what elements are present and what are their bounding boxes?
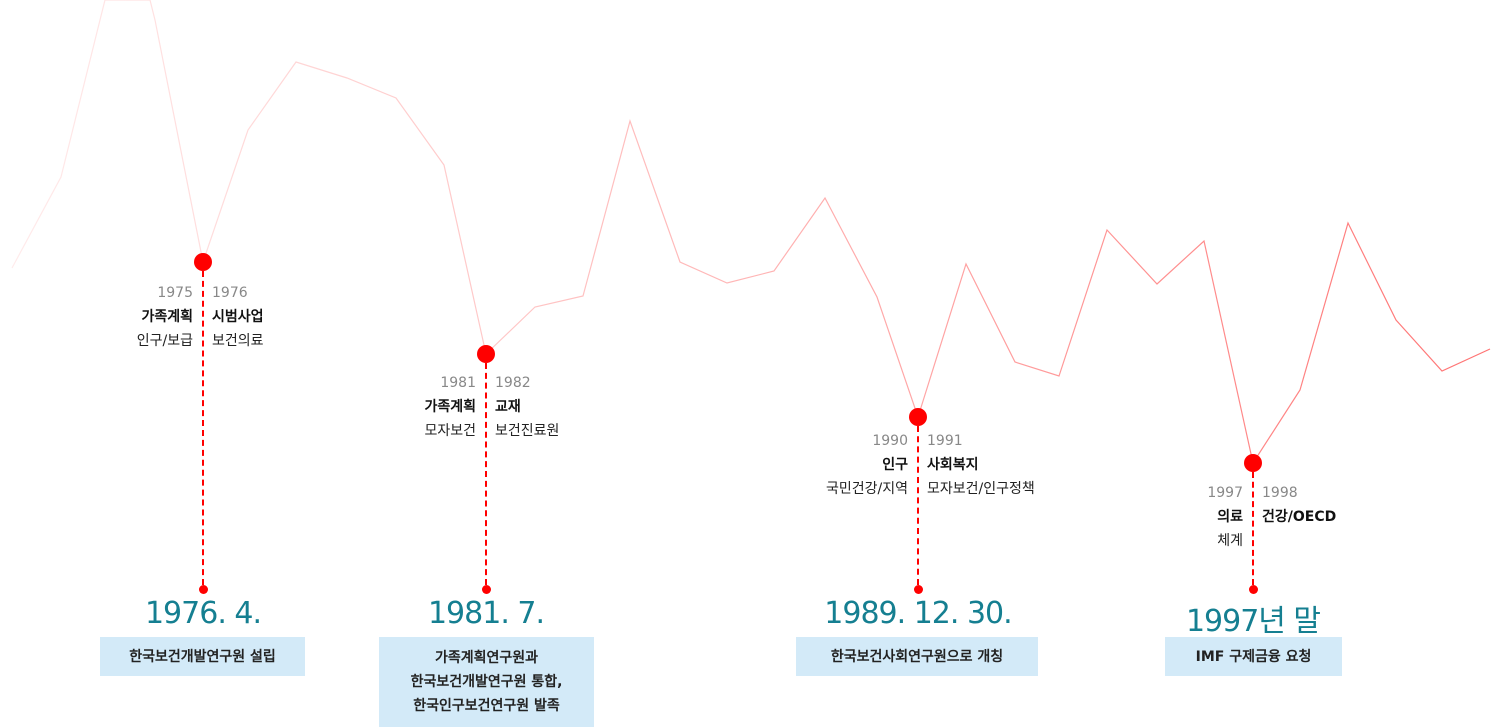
right-year: 1982 xyxy=(495,375,531,391)
right-info: 1982 교재 보건진료원 xyxy=(495,371,559,443)
left-keyword: 인구 xyxy=(882,457,908,473)
right-year: 1991 xyxy=(927,433,963,449)
left-year: 1990 xyxy=(872,433,908,449)
milestone-description: 한국보건사회연구원으로 개칭 xyxy=(796,637,1038,676)
bottom-dot xyxy=(1248,585,1258,594)
right-keyword: 시범사업 xyxy=(212,309,264,325)
right-keyword: 사회복지 xyxy=(927,457,979,473)
left-info: 1990 인구 국민건강/지역 xyxy=(826,429,908,501)
left-info: 1997 의료 체계 xyxy=(1207,481,1243,553)
left-sub: 모자보건 xyxy=(424,423,476,439)
milestone-dot xyxy=(194,253,212,271)
left-sub: 국민건강/지역 xyxy=(826,481,908,497)
left-sub: 체계 xyxy=(1217,533,1243,549)
milestone-date: 1989. 12. 30. xyxy=(824,596,1012,631)
right-sub: 보건의료 xyxy=(212,333,264,349)
right-info: 1991 사회복지 모자보건/인구정책 xyxy=(927,429,1035,501)
right-keyword: 건강/OECD xyxy=(1262,509,1337,525)
milestone-date: 1997년 말 xyxy=(1185,604,1321,639)
milestone-date: 1981. 7. xyxy=(427,596,545,631)
milestone-dot xyxy=(1244,454,1262,472)
right-info: 1976 시범사업 보건의료 xyxy=(212,281,264,353)
right-info: 1998 건강/OECD xyxy=(1262,481,1336,529)
bottom-dot xyxy=(198,585,208,594)
milestone-dot xyxy=(477,345,495,363)
left-year: 1981 xyxy=(440,375,476,391)
bottom-dot xyxy=(913,585,923,594)
right-sub: 모자보건/인구정책 xyxy=(927,481,1035,497)
bottom-dot xyxy=(481,585,491,594)
dashed-connector xyxy=(917,426,919,585)
left-keyword: 가족계획 xyxy=(424,399,476,415)
dashed-connector xyxy=(485,363,487,585)
left-sub: 인구/보급 xyxy=(136,333,193,349)
left-year: 1975 xyxy=(157,285,193,301)
left-keyword: 가족계획 xyxy=(141,309,193,325)
right-year: 1998 xyxy=(1262,485,1298,501)
left-info: 1975 가족계획 인구/보급 xyxy=(137,281,193,353)
dashed-connector xyxy=(202,271,204,585)
right-keyword: 교재 xyxy=(495,399,521,415)
milestone-dot xyxy=(909,408,927,426)
right-year: 1976 xyxy=(212,285,248,301)
dashed-connector xyxy=(1252,472,1254,585)
trend-polyline xyxy=(11,0,1491,465)
milestone-date: 1976. 4. xyxy=(144,596,262,631)
left-info: 1981 가족계획 모자보건 xyxy=(424,371,476,443)
milestone-description: 한국보건개발연구원 설립 xyxy=(100,637,305,676)
right-sub: 보건진료원 xyxy=(495,423,560,439)
left-year: 1997 xyxy=(1207,485,1243,501)
left-keyword: 의료 xyxy=(1217,509,1243,525)
milestone-description: 가족계획연구원과 한국보건개발연구원 통합, 한국인구보건연구원 발족 xyxy=(379,637,594,727)
milestone-description: IMF 구제금융 요청 xyxy=(1165,637,1342,676)
